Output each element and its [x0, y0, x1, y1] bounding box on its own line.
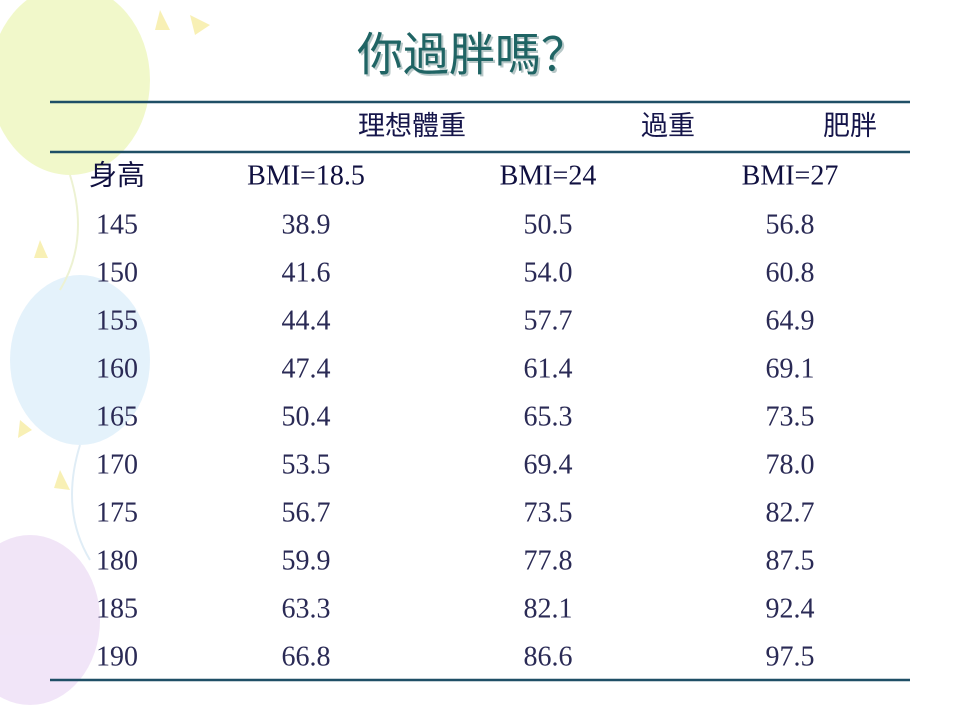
table-cell: 87.5 — [766, 545, 815, 576]
table-cell: 41.6 — [282, 257, 331, 288]
table-cell: 165 — [96, 401, 138, 432]
table-cell: 73.5 — [524, 497, 573, 528]
table-cell: 190 — [96, 641, 138, 672]
table-cell: 59.9 — [282, 545, 331, 576]
table-cell: 97.5 — [766, 641, 815, 672]
table-cell: 180 — [96, 545, 138, 576]
table-cell: 82.1 — [524, 593, 573, 624]
table-cell: 63.3 — [282, 593, 331, 624]
table-cell: 73.5 — [766, 401, 815, 432]
table-cell: 78.0 — [766, 449, 815, 480]
table-cell: 50.5 — [524, 209, 573, 240]
column-header: BMI=27 — [742, 160, 839, 191]
table-cell: 50.4 — [282, 401, 331, 432]
column-header: BMI=18.5 — [247, 160, 365, 191]
table-cell: 69.1 — [766, 353, 815, 384]
title: 你過胖嗎？ — [357, 30, 587, 81]
table-cell: 160 — [96, 353, 138, 384]
table-cell: 175 — [96, 497, 138, 528]
column-header: 身高 — [89, 159, 145, 191]
table-cell: 38.9 — [282, 209, 331, 240]
table-cell: 185 — [96, 593, 138, 624]
table-cell: 56.8 — [766, 209, 815, 240]
table-cell: 53.5 — [282, 449, 331, 480]
table-cell: 77.8 — [524, 545, 573, 576]
group-header: 過重 — [641, 111, 695, 141]
title-shadow: 你過胖嗎？ — [359, 32, 589, 83]
table-cell: 56.7 — [282, 497, 331, 528]
table-cell: 69.4 — [524, 449, 573, 480]
group-header: 肥胖 — [823, 111, 877, 141]
table-cell: 86.6 — [524, 641, 573, 672]
table-rules — [50, 100, 910, 682]
balloon-decoration — [0, 0, 210, 705]
table-cell: 65.3 — [524, 401, 573, 432]
table-cell: 82.7 — [766, 497, 815, 528]
table-cell: 60.8 — [766, 257, 815, 288]
table-cell: 150 — [96, 257, 138, 288]
column-header: BMI=24 — [500, 160, 597, 191]
table-cell: 44.4 — [282, 305, 331, 336]
table-cell: 64.9 — [766, 305, 815, 336]
table-cell: 47.4 — [282, 353, 331, 384]
table-cell: 155 — [96, 305, 138, 336]
table-cell: 66.8 — [282, 641, 331, 672]
table-cell: 57.7 — [524, 305, 573, 336]
table-cell: 145 — [96, 209, 138, 240]
table-cell: 170 — [96, 449, 138, 480]
table-cell: 61.4 — [524, 353, 573, 384]
group-header: 理想體重 — [358, 111, 466, 141]
table-cell: 92.4 — [766, 593, 815, 624]
table-cell: 54.0 — [524, 257, 573, 288]
